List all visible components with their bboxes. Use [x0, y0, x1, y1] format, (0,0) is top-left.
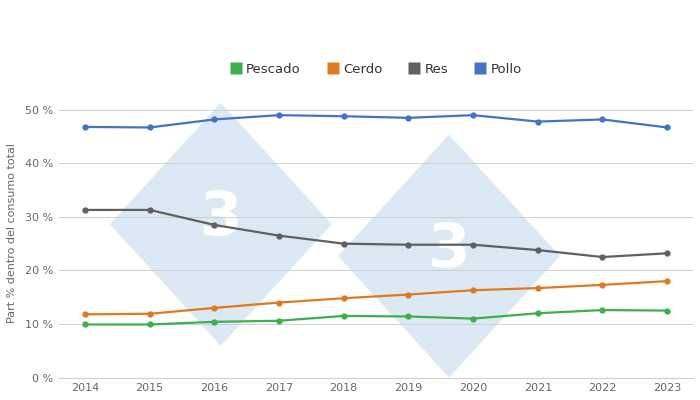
- Legend: Pescado, Cerdo, Res, Pollo: Pescado, Cerdo, Res, Pollo: [225, 57, 527, 81]
- Text: 3: 3: [199, 189, 242, 248]
- Polygon shape: [110, 103, 332, 346]
- Y-axis label: Part % dentro del consumo total: Part % dentro del consumo total: [7, 143, 17, 323]
- Polygon shape: [338, 135, 560, 378]
- Text: 3: 3: [428, 221, 470, 280]
